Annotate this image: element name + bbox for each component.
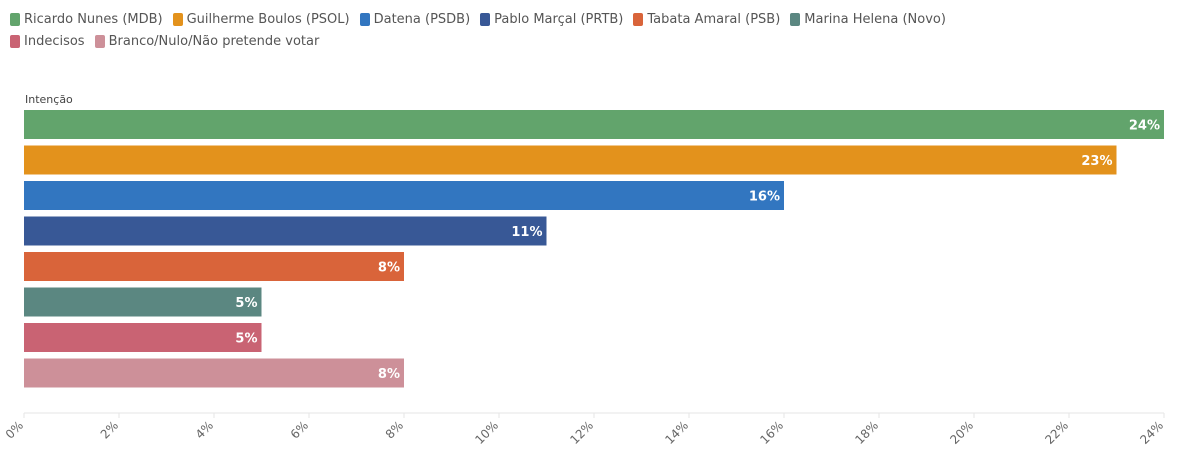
bar[interactable]	[24, 252, 404, 281]
chart-legend: Ricardo Nunes (MDB) Guilherme Boulos (PSO…	[10, 11, 1010, 50]
legend-item[interactable]: Branco/Nulo/Não pretende votar	[94, 33, 320, 50]
legend-swatch	[10, 35, 20, 48]
x-tick-label: 24%	[1137, 418, 1166, 447]
x-tick-label: 22%	[1042, 418, 1071, 447]
legend-item[interactable]: Indecisos	[10, 33, 85, 50]
x-tick-label: 12%	[567, 418, 596, 447]
legend-label: Datena (PSDB)	[373, 12, 471, 27]
x-tick-label: 20%	[947, 418, 976, 447]
legend-label: Tabata Amaral (PSB)	[647, 12, 781, 27]
bar-value-label: 5%	[235, 332, 257, 347]
legend-label: Pablo Marçal (PRTB)	[494, 12, 624, 27]
legend-label: Marina Helena (Novo)	[804, 12, 946, 27]
legend-swatch	[10, 13, 20, 26]
bar-value-label: 11%	[511, 225, 542, 240]
x-tick-label: 16%	[757, 418, 786, 447]
legend-swatch	[94, 35, 105, 48]
bar-value-label: 23%	[1081, 154, 1112, 169]
legend-item[interactable]: Ricardo Nunes (MDB)	[10, 11, 163, 28]
bar-value-label: 8%	[378, 261, 400, 276]
x-axis-ticks: 0% 2% 4% 6% 8% 10% 12% 14% 16% 18% 20% 22% 24%	[3, 413, 1166, 447]
legend-swatch	[480, 13, 491, 26]
legend-swatch	[790, 13, 801, 26]
legend-item[interactable]: Guilherme Boulos (PSOL)	[172, 11, 350, 28]
legend-swatch	[633, 13, 644, 26]
bar[interactable]	[24, 216, 547, 246]
bar[interactable]	[24, 110, 1164, 139]
bar-value-label: 8%	[378, 367, 400, 382]
bar-value-label: 5%	[235, 296, 257, 311]
legend-label: Ricardo Nunes (MDB)	[24, 12, 163, 27]
y-axis-title: Intenção	[25, 93, 73, 106]
legend-label: Branco/Nulo/Não pretende votar	[108, 34, 320, 49]
bar[interactable]	[24, 323, 262, 352]
x-tick-label: 14%	[662, 418, 691, 447]
bar[interactable]	[24, 287, 262, 317]
legend-swatch	[172, 13, 183, 26]
x-tick-label: 2%	[98, 418, 121, 441]
x-tick-label: 10%	[472, 418, 501, 447]
legend-item[interactable]: Marina Helena (Novo)	[790, 11, 946, 28]
legend-item[interactable]: Tabata Amaral (PSB)	[633, 11, 780, 28]
legend-swatch	[359, 13, 370, 26]
bar-value-label: 16%	[749, 190, 780, 205]
bar[interactable]	[24, 358, 404, 388]
x-tick-label: 18%	[852, 418, 881, 447]
x-tick-label: 0%	[3, 418, 26, 441]
bars-group: 24% 23% 16% 11% 8% 5% 5% 8%	[24, 110, 1164, 388]
x-tick-label: 8%	[383, 418, 406, 441]
x-tick-label: 6%	[288, 418, 311, 441]
bar[interactable]	[24, 181, 784, 210]
x-tick-label: 4%	[193, 418, 216, 441]
legend-item[interactable]: Datena (PSDB)	[359, 11, 471, 28]
bar-value-label: 24%	[1129, 119, 1160, 134]
legend-label: Indecisos	[24, 34, 85, 49]
bar[interactable]	[24, 145, 1117, 175]
legend-label: Guilherme Boulos (PSOL)	[186, 12, 350, 27]
legend-item[interactable]: Pablo Marçal (PRTB)	[480, 11, 623, 28]
